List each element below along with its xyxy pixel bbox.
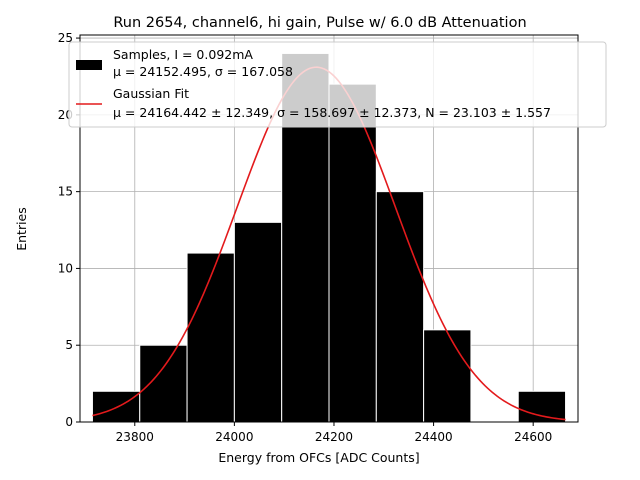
histogram-bar <box>139 344 188 423</box>
legend: Samples, I = 0.092mA μ = 24152.495, σ = … <box>68 41 607 128</box>
histogram-bar <box>186 252 235 423</box>
x-tick-label: 24400 <box>414 430 452 444</box>
legend-swatch-samples <box>76 60 102 70</box>
y-axis-label: Entries <box>14 207 29 251</box>
legend-frame <box>68 41 607 128</box>
histogram-bar <box>517 390 567 423</box>
x-tick-label: 24000 <box>215 430 253 444</box>
plot-frame <box>79 34 579 423</box>
axes-frame <box>79 34 579 423</box>
histogram-bar <box>91 390 141 423</box>
y-tick-label: 25 <box>58 31 73 45</box>
histogram-bar <box>328 83 377 423</box>
y-tick-label: 0 <box>65 415 73 429</box>
chart-title: Run 2654, channel6, hi gain, Pulse w/ 6.… <box>113 15 526 31</box>
legend-label-samples-stats: μ = 24152.495, σ = 167.058 <box>113 64 293 79</box>
x-axis-label: Energy from OFCs [ADC Counts] <box>218 450 419 465</box>
legend-label-fit-stats: μ = 24164.442 ± 12.349, σ = 158.697 ± 12… <box>113 105 551 120</box>
x-tick-label: 23800 <box>116 430 154 444</box>
legend-label-samples: Samples, I = 0.092mA <box>113 47 253 62</box>
y-tick-label: 5 <box>65 338 73 352</box>
histogram-bar <box>233 221 283 423</box>
y-tick-label: 15 <box>58 185 73 199</box>
histogram-bar <box>375 191 425 423</box>
legend-label-fit: Gaussian Fit <box>113 86 189 101</box>
x-tick-label: 24600 <box>514 430 552 444</box>
histogram-bar <box>423 329 472 423</box>
x-tick-label: 24200 <box>315 430 353 444</box>
y-tick-label: 10 <box>58 261 73 275</box>
